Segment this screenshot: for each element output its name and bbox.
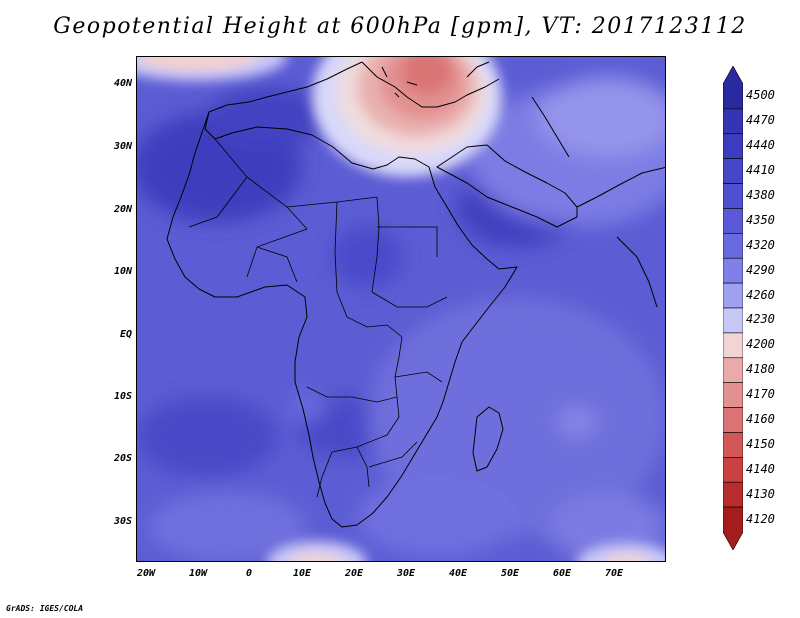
lon-label-0: 0 (245, 568, 253, 579)
colorbar-swatch-4440 (723, 133, 743, 159)
colorbar-label: 4380 (746, 188, 775, 202)
colorbar-label: 4260 (746, 287, 775, 302)
lat-label-10n: 10N (113, 266, 132, 277)
lon-label-10e: 10E (292, 568, 312, 579)
colorbar-swatch-4170 (723, 382, 743, 408)
colorbar-swatch-4350 (723, 208, 743, 234)
colorbar-swatch-4380 (723, 183, 743, 209)
lat-label-10s: 10S (113, 391, 132, 402)
colorbar-swatch-4260 (723, 282, 743, 309)
lat-label-40n: 40N (113, 78, 132, 89)
lon-label-20e: 20E (344, 568, 364, 579)
map-canvas (137, 57, 665, 561)
colorbar (723, 66, 743, 550)
colorbar-swatch-4200 (723, 332, 743, 359)
page-title: Geopotential Height at 600hPa [gpm], VT:… (53, 14, 747, 39)
colorbar-swatch-4230 (723, 307, 743, 334)
colorbar-label: 4350 (746, 212, 775, 227)
colorbar-label: 4140 (746, 461, 775, 476)
colorbar-swatch-4160 (723, 407, 743, 433)
aegean-islands (381, 66, 418, 98)
colorbar-swatch-4180 (723, 357, 743, 383)
lon-label-60e: 60E (552, 568, 572, 579)
lon-label-30e: 30E (396, 568, 416, 579)
colorbar-label: 4130 (746, 486, 775, 501)
madagascar (472, 406, 504, 472)
country-borders (188, 138, 448, 498)
colorbar-label: 4200 (746, 337, 775, 352)
black-sea-coast (466, 61, 490, 78)
map-plot-area[interactable] (136, 56, 666, 562)
colorbar-label: 4230 (746, 312, 775, 327)
south-lows (267, 541, 665, 561)
colorbar-label: 4470 (746, 113, 775, 128)
colorbar-label: 4170 (746, 387, 775, 402)
balkan-turkey-coast (361, 61, 500, 108)
india-coast (616, 236, 658, 308)
colorbar-swatch-4320 (723, 233, 743, 259)
lat-label-30n: 30N (113, 141, 132, 152)
caspian-coast (531, 96, 570, 158)
colorbar-swatch-4500 (723, 66, 743, 110)
lon-label-70e: 70E (604, 568, 624, 579)
colorbar-label: 4160 (746, 412, 775, 426)
mediterranean-trough (312, 57, 502, 177)
mediterranean-north-coast (208, 61, 363, 113)
lon-label-10w: 10W (188, 568, 208, 579)
footer-credit: GrADS: IGES/COLA (6, 604, 84, 613)
colorbar-label: 4150 (746, 436, 775, 451)
colorbar-swatch-4130 (723, 481, 743, 508)
colorbar-swatch-4120 (723, 506, 743, 550)
lat-label-20s: 20S (113, 453, 132, 464)
lat-label-eq: EQ (119, 329, 132, 340)
lat-label-20n: 20N (113, 204, 132, 215)
colorbar-label: 4440 (746, 138, 775, 153)
lon-label-40e: 40E (448, 568, 468, 579)
colorbar-swatch-4140 (723, 457, 743, 483)
colorbar-swatch-4470 (723, 108, 743, 135)
africa-coast (166, 111, 518, 528)
colorbar-swatch-4410 (723, 158, 743, 184)
colorbar-swatch-4290 (723, 257, 743, 284)
colorbar-swatch-4150 (723, 432, 743, 458)
colorbar-label: 4120 (746, 511, 775, 526)
coastlines (166, 61, 665, 528)
lon-label-20w: 20W (136, 568, 156, 579)
northwest-low (137, 57, 287, 81)
lat-label-30s: 30S (113, 516, 132, 527)
colorbar-label: 4320 (746, 237, 775, 252)
colorbar-label: 4410 (746, 163, 775, 178)
colorbar-label: 4290 (746, 262, 775, 277)
colorbar-label: 4500 (746, 88, 775, 103)
colorbar-label: 4180 (746, 362, 775, 377)
lon-label-50e: 50E (500, 568, 520, 579)
iran-coast (576, 166, 665, 208)
